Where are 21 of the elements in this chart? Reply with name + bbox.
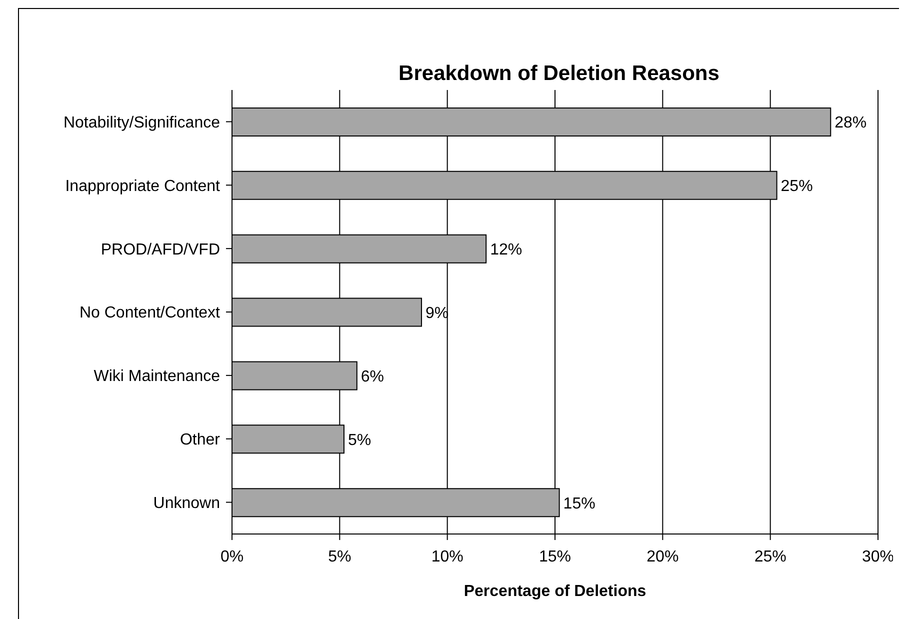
data-label: 5% bbox=[348, 432, 372, 449]
y-tick-label: Other bbox=[180, 432, 221, 449]
x-tick-label: 0% bbox=[220, 548, 244, 566]
y-tick-label: PROD/AFD/VFD bbox=[100, 241, 220, 258]
x-axis-title: Percentage of Deletions bbox=[464, 583, 646, 600]
x-tick-label: 10% bbox=[431, 548, 464, 566]
data-label: 15% bbox=[563, 495, 596, 512]
chart-title: Breakdown of Deletion Reasons bbox=[398, 62, 720, 86]
x-tick-label: 5% bbox=[328, 548, 352, 566]
y-tick-label: Notability/Significance bbox=[63, 114, 220, 132]
data-label: 6% bbox=[360, 368, 384, 386]
x-tick-label: 15% bbox=[538, 548, 572, 566]
data-label: 28% bbox=[834, 114, 867, 132]
x-tick-label: 25% bbox=[754, 548, 786, 566]
data-label: 12% bbox=[490, 242, 522, 259]
y-tick-label: Inappropriate Content bbox=[65, 178, 221, 195]
x-tick-label: 20% bbox=[646, 548, 679, 566]
data-label: 25% bbox=[780, 178, 813, 196]
y-tick-label: Wiki Maintenance bbox=[94, 368, 220, 386]
y-tick-label: No Content/Context bbox=[79, 304, 221, 322]
y-tick-label: Unknown bbox=[153, 494, 220, 512]
